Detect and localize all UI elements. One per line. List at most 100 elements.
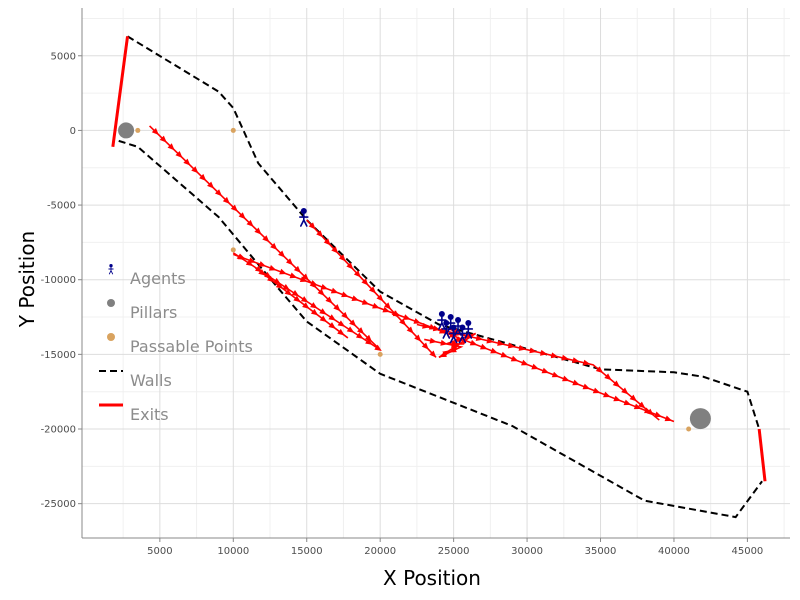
path-arrow [320,283,329,290]
path-arrow [374,344,382,351]
path-arrow [422,322,430,329]
agent-body [463,325,474,339]
path-arrow [621,387,629,395]
legend-agent-figure [108,264,114,275]
path-arrow [159,135,167,143]
x-tick-label: 25000 [438,546,470,557]
legend-label-exits: Exits [130,405,169,424]
x-axis-ticks: 5000 10000 15000 20000 25000 30000 35000 40000 4… [147,538,763,557]
agent-body [448,329,459,344]
agent-body [445,319,456,333]
grid-major [82,8,790,538]
path-arrow [595,366,604,374]
left-exit [111,36,130,148]
path-arrow [507,342,516,349]
path-arrow [623,399,632,406]
path-arrow [364,334,373,342]
path-arrow [475,335,484,342]
path-arrow [323,238,331,246]
path-arrow [540,349,548,356]
agent [437,311,447,330]
agent-head [300,208,307,215]
y-tick-label: -15000 [41,350,76,361]
legend-item-walls: Walls [99,370,172,390]
path-arrow [572,379,580,386]
path-arrow [319,308,327,315]
path-arrow [237,253,246,260]
path-arrow [550,352,559,359]
path-arrow [338,254,346,262]
path-arrow [351,295,360,301]
path-arrow [361,278,369,286]
path-arrow [480,343,488,350]
exits-layer [111,36,767,482]
path-arrow [285,258,294,266]
agent-body [441,325,452,339]
x-tick-label: 40000 [658,546,690,557]
path-arrow [207,181,215,189]
x-tick-label: 15000 [291,546,323,557]
agents-layer [299,208,474,344]
path-arrow [629,394,637,402]
path-arrow [541,367,550,374]
path-arrow [317,288,325,296]
path-arrow [399,318,407,326]
path-arrow [316,230,324,238]
path-arrow [562,375,570,382]
path-arrow [406,326,414,334]
path-arrow [328,314,336,321]
path-arrow [302,302,310,309]
passable-point [230,247,236,253]
legend-label-passable-points: Passable Points [130,337,253,356]
y-tick-label: -10000 [41,275,76,286]
path-arrow [592,387,601,394]
path-arrow [258,269,266,276]
path-arrow [183,158,191,166]
agent [463,319,474,339]
wall-upper [127,35,761,430]
path-arrow [346,326,355,333]
path-arrow [490,347,498,354]
path-arrow [384,302,392,310]
path-arrow [500,351,509,358]
path-arrow [612,380,621,388]
path-arrow [267,275,275,283]
x-tick-label: 35000 [585,546,617,557]
path-arrow [603,391,611,398]
path-arrow [175,150,183,158]
path-arrow [341,291,349,298]
path-arrow [355,332,364,339]
x-tick-label: 5000 [147,546,172,557]
path-arrow [429,350,437,358]
path-arrow [521,359,529,366]
path-arrow [255,265,263,273]
path-arrow [319,315,328,323]
path-arrow [337,320,346,327]
pillar [118,122,135,139]
path-arrow [301,273,309,281]
path-arrow [561,354,569,361]
path-arrow [646,408,654,416]
path-arrow [230,204,238,212]
paths-layer [149,125,675,423]
path-arrow [284,288,292,296]
agent-body [453,322,463,336]
legend-key-passable-points [107,333,115,341]
path-arrow [268,264,277,271]
x-tick-label: 20000 [364,546,396,557]
path-arrow [270,242,278,250]
x-tick-label: 10000 [217,546,249,557]
x-tick-label: 30000 [511,546,543,557]
path-arrow [357,327,365,335]
path-arrow [330,287,339,294]
agent-body [437,316,447,330]
legend-label-pillars: Pillars [130,303,177,322]
y-tick-label: -25000 [41,499,76,510]
path-arrow [248,257,256,264]
path-arrow [289,272,298,279]
path-arrow [529,347,537,354]
path-arrow [299,276,308,282]
y-tick-label: -5000 [47,201,76,212]
agent [299,208,309,227]
